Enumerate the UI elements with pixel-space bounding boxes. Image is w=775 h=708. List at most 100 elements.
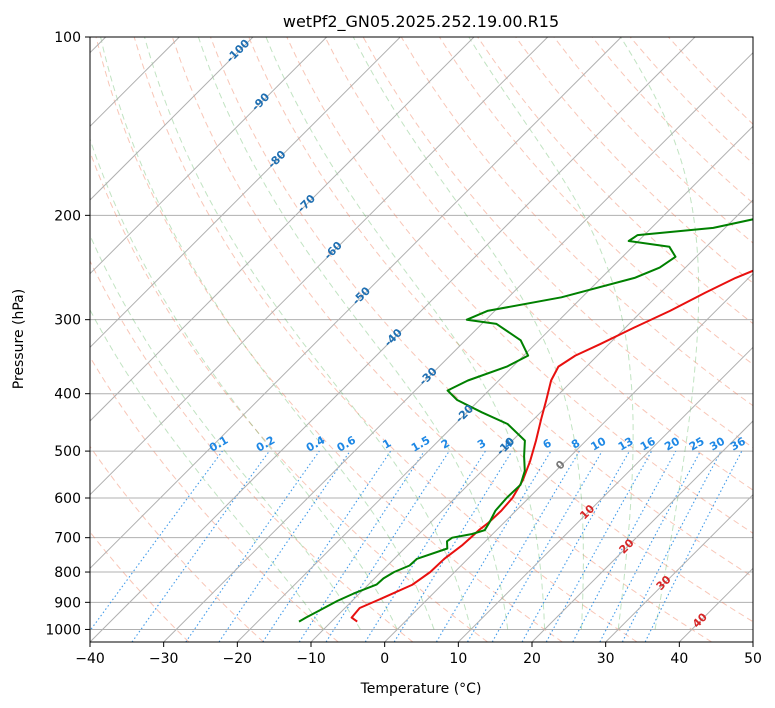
plot-area	[90, 37, 753, 642]
dry-adiabat-line	[668, 37, 753, 125]
y-tick-label: 600	[54, 491, 81, 507]
grid-layer	[90, 37, 753, 630]
mixing-ratio-label: 1	[380, 437, 393, 452]
x-tick-label: 30	[597, 651, 615, 667]
isotherm-label: -30	[417, 365, 440, 388]
isotherm-line	[457, 346, 753, 642]
dry-adiabat-line	[171, 37, 712, 642]
moist-adiabat-line	[197, 37, 509, 630]
mixing-ratio-line	[572, 450, 677, 642]
isotherm-line	[678, 567, 753, 642]
dry-adiabat-layer	[90, 37, 753, 642]
y-tick-label: 900	[54, 595, 81, 611]
dry-adiabat-line	[324, 37, 753, 491]
isotherm-label: -50	[350, 284, 373, 307]
dry-adiabat-line	[90, 445, 264, 642]
moist-adiabat-line	[620, 37, 700, 630]
mixing-ratio-line	[298, 450, 425, 642]
dry-adiabat-line	[90, 150, 488, 642]
chart-title: wetPf2_GN05.2025.252.19.00.R15	[283, 12, 559, 32]
isotherm-line	[90, 37, 549, 496]
x-axis: −40 −30 −20 −10 0 10 20 30 40 50	[75, 642, 762, 667]
y-tick-label: 1000	[45, 622, 81, 638]
moist-adiabat-layer	[90, 37, 700, 630]
isotherm-line	[752, 641, 753, 642]
y-tick-label: 500	[54, 444, 81, 460]
isotherm-line	[605, 493, 753, 642]
isotherm-label: 10	[577, 502, 597, 522]
isotherm-label: -20	[453, 402, 476, 425]
x-tick-label: 0	[380, 651, 389, 667]
y-tick-label: 700	[54, 531, 81, 547]
mixing-ratio-line	[131, 450, 270, 642]
isotherm-label: -80	[265, 148, 288, 171]
isotherm-layer	[90, 37, 753, 642]
series-layer	[298, 218, 753, 623]
y-axis-label: Pressure (hPa)	[11, 289, 27, 389]
x-tick-label: −10	[296, 651, 326, 667]
mixing-ratio-line	[521, 450, 630, 642]
moist-adiabat-line	[90, 234, 361, 630]
isotherm-label: 0	[553, 458, 568, 473]
isotherm-label: -100	[224, 37, 253, 66]
x-tick-label: 40	[670, 651, 688, 667]
dry-adiabat-line	[90, 531, 190, 642]
y-tick-label: 300	[54, 313, 81, 329]
moist-adiabat-line	[144, 37, 472, 630]
mixing-ratio-line	[90, 450, 223, 632]
mixing-ratio-line	[218, 450, 351, 642]
isotherm-label: -40	[382, 326, 405, 349]
moist-adiabat-line	[468, 37, 634, 630]
moist-adiabat-line	[352, 37, 584, 630]
x-tick-label: −30	[149, 651, 179, 667]
mixing-ratio-line	[364, 450, 486, 642]
isotherm-label: -60	[322, 239, 345, 262]
isotherm-label: 40	[690, 610, 710, 630]
y-axis: 100 200 300 400 500 600 700 800 900 1000	[45, 30, 90, 638]
isotherm-line	[384, 272, 753, 642]
mixing-ratio-layer	[90, 450, 743, 642]
moist-adiabat-line	[100, 37, 435, 630]
moist-adiabat-line	[90, 137, 398, 630]
isotherm-line	[310, 199, 753, 642]
isotherm-line	[90, 37, 475, 422]
isotherm-line	[90, 37, 622, 570]
plot-frame	[89, 36, 754, 643]
x-tick-label: 20	[523, 651, 541, 667]
y-tick-label: 200	[54, 208, 81, 224]
isotherm-label: 30	[654, 573, 674, 593]
line-label-layer: 0.1 0.2 0.4 0.6 1 1.5 2 3 4 6 8 10 13 16 20 25 30 36-100-…	[207, 37, 748, 631]
mixing-ratio-line	[435, 450, 552, 642]
isotherm-line	[90, 37, 696, 642]
mixing-ratio-line	[262, 450, 392, 642]
mixing-ratio-line	[185, 450, 320, 642]
isotherm-line	[90, 37, 254, 201]
dry-adiabat-line	[248, 37, 753, 578]
dry-adiabat-line	[286, 37, 753, 534]
isotherm-line	[90, 37, 401, 349]
y-tick-label: 400	[54, 387, 81, 403]
temperature-profile-line	[350, 269, 753, 623]
isotherm-line	[163, 51, 753, 642]
dry-adiabat-line	[133, 37, 638, 642]
mixing-ratio-line	[325, 450, 450, 642]
isotherm-label: -70	[295, 192, 318, 215]
mixing-ratio-line	[599, 450, 701, 642]
dewpoint-profile-line	[298, 218, 753, 623]
isotherm-label: -90	[249, 90, 272, 113]
x-tick-label: −20	[223, 651, 253, 667]
dry-adiabat-line	[90, 356, 339, 642]
y-tick-label: 800	[54, 565, 81, 581]
isotherm-line	[90, 37, 328, 275]
x-tick-label: 50	[744, 651, 762, 667]
mixing-ratio-line	[644, 450, 743, 642]
isotherm-label: -10	[494, 435, 517, 458]
mixing-ratio-line	[545, 450, 653, 642]
x-tick-label: −40	[75, 651, 105, 667]
isotherm-line	[236, 125, 753, 642]
mixing-ratio-label: 6	[541, 436, 554, 451]
dry-adiabat-line	[95, 37, 563, 642]
dry-adiabat-line	[210, 37, 753, 623]
dry-adiabat-line	[90, 259, 414, 642]
mixing-ratio-label: 8	[569, 437, 582, 452]
